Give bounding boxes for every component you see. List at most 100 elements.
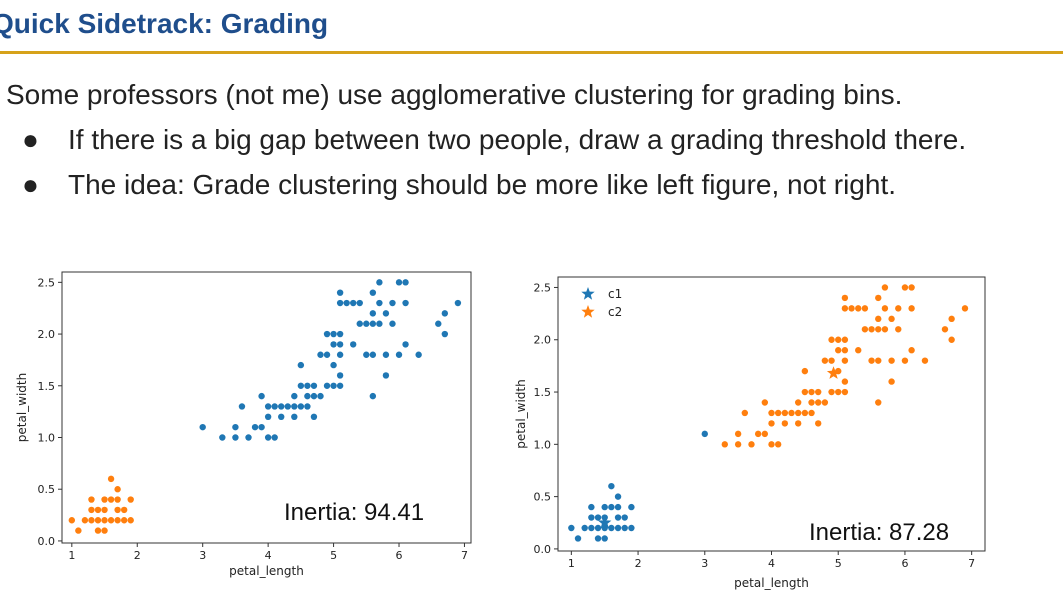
x-tick-label: 3 xyxy=(199,549,206,562)
data-point xyxy=(330,330,337,338)
data-point xyxy=(821,357,829,364)
x-tick-label: 4 xyxy=(265,549,272,562)
data-point xyxy=(848,305,855,312)
data-point xyxy=(855,347,862,354)
data-point xyxy=(921,357,929,364)
data-point xyxy=(336,341,344,348)
data-point xyxy=(350,341,357,348)
data-point xyxy=(888,357,895,364)
data-point xyxy=(88,506,95,514)
data-point xyxy=(363,351,370,358)
data-point xyxy=(941,326,949,333)
data-point xyxy=(88,517,95,524)
data-point xyxy=(628,524,635,532)
data-point xyxy=(961,305,969,312)
data-point xyxy=(908,347,915,354)
data-point xyxy=(835,336,842,343)
data-point xyxy=(568,524,575,532)
y-tick-label: 2.0 xyxy=(534,334,552,347)
data-point xyxy=(888,315,895,323)
lead-text: Some professors (not me) use agglomerati… xyxy=(6,79,903,110)
data-point xyxy=(382,310,390,317)
data-point xyxy=(271,403,278,410)
data-point xyxy=(701,430,708,438)
data-point xyxy=(81,517,89,524)
data-point xyxy=(336,299,344,307)
data-point xyxy=(284,403,291,410)
data-point xyxy=(881,284,889,291)
inertia-annotation: Inertia: 94.41 xyxy=(284,499,424,526)
data-point xyxy=(402,341,409,348)
data-point xyxy=(402,299,409,307)
data-point xyxy=(908,284,915,291)
data-point xyxy=(734,441,742,448)
data-point xyxy=(768,409,775,417)
data-point xyxy=(608,482,615,490)
data-point xyxy=(601,503,608,511)
data-point xyxy=(801,367,809,375)
data-point xyxy=(369,351,377,358)
data-point xyxy=(614,524,622,532)
data-point xyxy=(861,305,869,312)
data-point xyxy=(101,506,108,514)
data-point xyxy=(761,399,769,406)
data-point xyxy=(841,388,849,396)
x-tick-label: 1 xyxy=(568,557,575,570)
data-point xyxy=(868,326,875,333)
data-point xyxy=(278,403,285,410)
data-point xyxy=(588,503,595,511)
data-point xyxy=(781,409,789,417)
data-point xyxy=(68,517,76,524)
data-point xyxy=(297,403,305,410)
data-point xyxy=(435,320,442,327)
data-point xyxy=(258,392,265,400)
data-point xyxy=(264,403,272,410)
x-axis-label: petal_length xyxy=(229,564,304,578)
data-point xyxy=(94,517,102,524)
data-point xyxy=(808,388,815,396)
data-point xyxy=(841,336,849,343)
data-point xyxy=(323,330,331,338)
y-tick-label: 0.5 xyxy=(38,483,56,496)
y-axis-label: petal_width xyxy=(514,379,528,448)
data-point xyxy=(608,524,615,532)
data-point xyxy=(199,423,206,431)
data-point xyxy=(454,299,462,307)
slide-title: Quick Sidetrack: Grading xyxy=(0,8,329,39)
centroid-star xyxy=(598,515,612,529)
x-tick-label: 5 xyxy=(330,549,337,562)
data-point xyxy=(336,351,344,358)
data-point xyxy=(114,517,121,524)
data-point xyxy=(356,299,363,307)
data-point xyxy=(774,409,782,417)
y-tick-label: 1.0 xyxy=(38,431,56,444)
data-point xyxy=(608,503,615,511)
data-point xyxy=(574,535,582,542)
data-point xyxy=(94,527,102,534)
data-point xyxy=(120,506,128,514)
data-point xyxy=(297,382,305,389)
data-point xyxy=(828,336,835,343)
data-point xyxy=(323,382,331,389)
data-point xyxy=(369,392,377,400)
data-point xyxy=(369,310,377,317)
data-point xyxy=(291,392,298,400)
data-point xyxy=(369,289,377,296)
data-point xyxy=(815,420,822,427)
y-tick-label: 1.5 xyxy=(38,380,56,393)
data-point xyxy=(88,496,95,503)
legend-star-icon xyxy=(581,287,595,300)
data-point xyxy=(356,320,363,327)
x-axis-label: petal_length xyxy=(734,576,809,590)
y-tick-label: 2.0 xyxy=(38,328,56,341)
data-point xyxy=(310,392,318,400)
data-point xyxy=(614,503,622,511)
data-point xyxy=(402,279,409,286)
data-point xyxy=(101,496,108,503)
data-point xyxy=(841,347,849,354)
bullet-item: ● If there is a big gap between two peopl… xyxy=(22,124,966,156)
bullet-dot: ● xyxy=(22,124,39,155)
data-point xyxy=(895,326,902,333)
bullet-text: If there is a big gap between two people… xyxy=(68,124,967,155)
y-tick-label: 1.0 xyxy=(534,438,552,451)
